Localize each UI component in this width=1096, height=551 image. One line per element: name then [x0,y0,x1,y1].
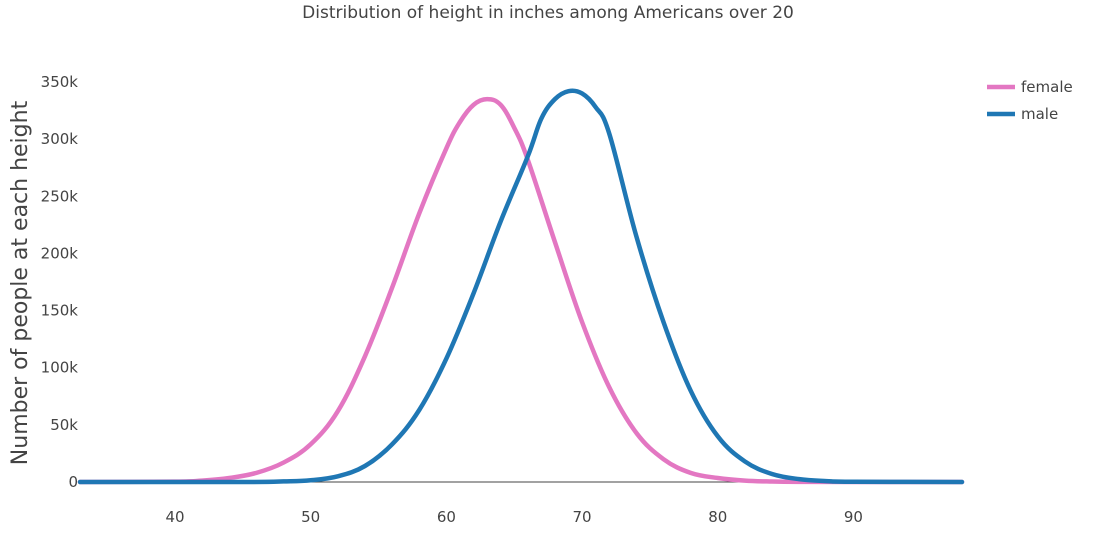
chart-title: Distribution of height in inches among A… [302,3,794,23]
x-tick-label: 70 [573,508,592,526]
series-line-male [77,88,965,485]
y-axis-title: Number of people at each height [8,100,33,465]
x-tick-label: 80 [708,508,727,526]
x-tick-label: 90 [844,508,863,526]
x-tick-label: 40 [165,508,184,526]
x-tick-label: 60 [437,508,456,526]
series-group [77,88,965,485]
y-tick-label: 300k [41,130,79,148]
series-line-female [77,96,965,485]
legend-label-male: male [1021,105,1058,123]
y-axis: 0 50k 100k 150k 200k 250k 300k 350k [41,73,79,491]
y-tick-label: 250k [41,187,79,205]
y-tick-label: 150k [41,302,79,320]
y-tick-label: 200k [41,244,79,262]
x-axis: 40 50 60 70 80 90 [165,508,863,526]
x-tick-label: 50 [301,508,320,526]
y-tick-label: 350k [41,73,79,91]
y-tick-label: 100k [41,359,79,377]
y-tick-label: 0 [68,473,78,491]
legend: female male [987,78,1073,123]
legend-label-female: female [1021,78,1073,96]
y-tick-label: 50k [50,416,78,434]
